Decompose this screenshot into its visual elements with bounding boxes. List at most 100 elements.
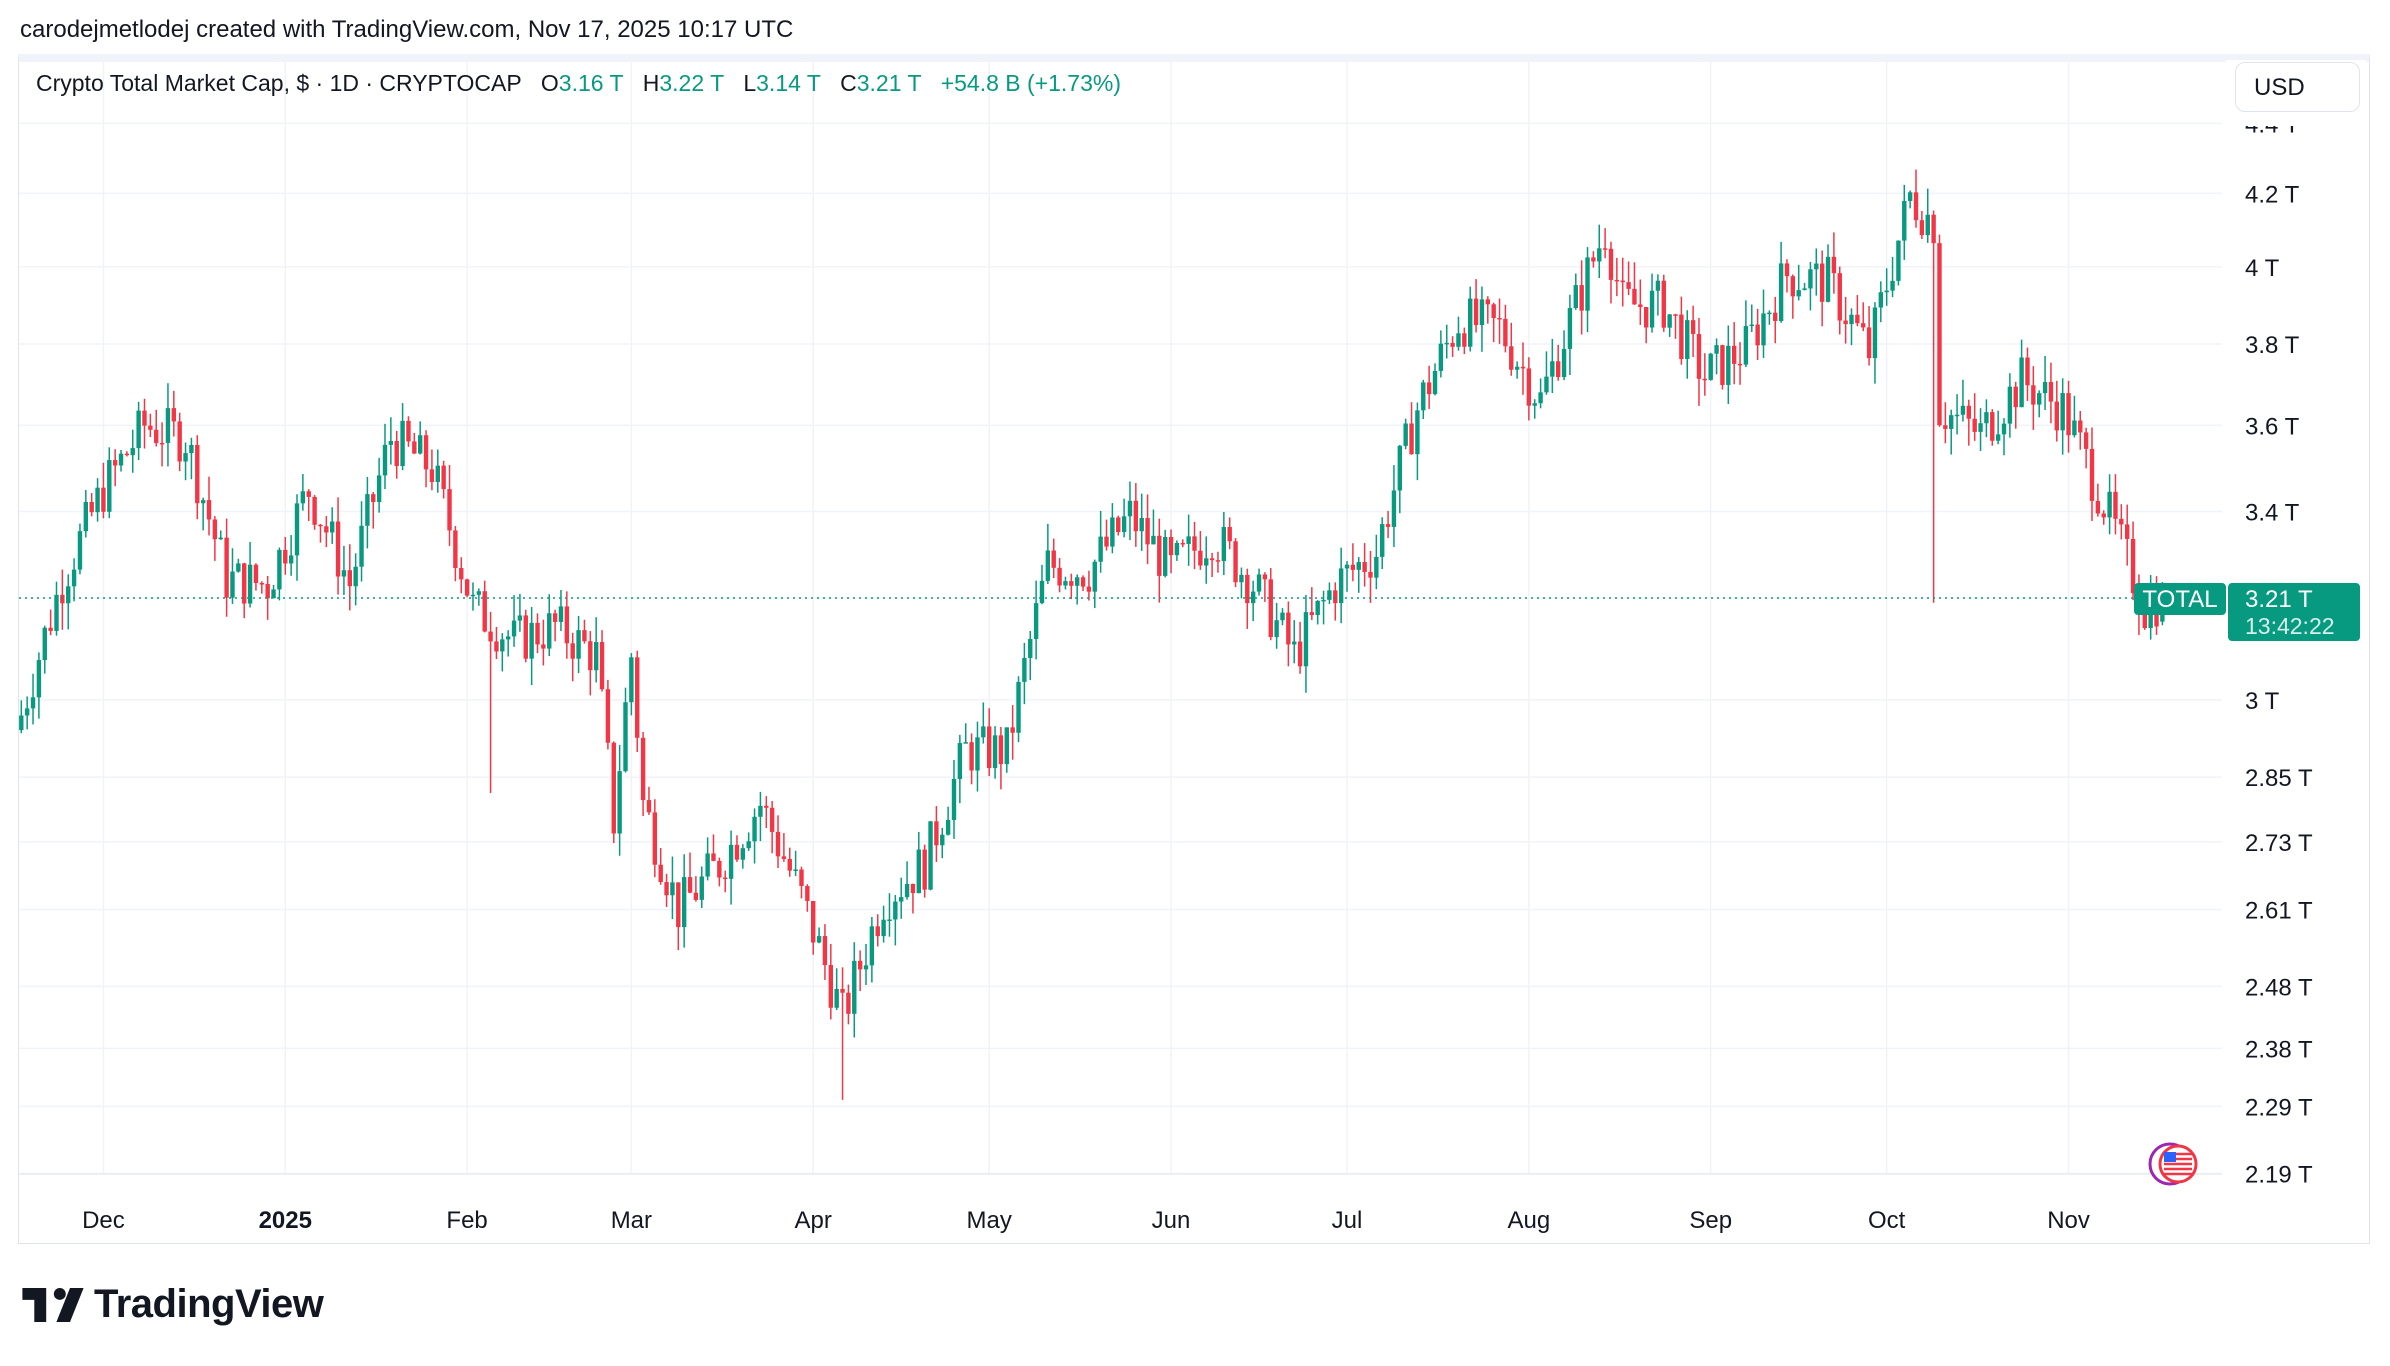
candle-up [183,453,188,462]
candle-up [1374,556,1379,578]
candle-up [1127,500,1133,517]
candle-up [130,448,135,456]
candle-down [1526,368,1532,406]
candle-down [910,883,916,894]
candle-down [2083,432,2089,449]
candle-down [1520,366,1526,369]
candle-up [42,627,47,661]
currency-button[interactable]: USD [2235,62,2360,112]
candle-down [1931,214,1936,244]
candle-down [1409,423,1414,455]
candle-up [1884,290,1889,293]
tradingview-logo[interactable]: TradingView [22,1282,324,1327]
candle-up [300,491,306,504]
candle-up [1708,353,1713,380]
candle-down [177,421,182,462]
candle-down [324,526,329,533]
candle-down [1661,280,1666,328]
bar-countdown: 13:42:22 [2245,613,2335,639]
candle-down [1643,307,1649,328]
candle-up [992,735,998,769]
candle-down [101,487,106,512]
low-label: L [743,70,757,96]
candle-down [1426,382,1432,395]
candle-up [36,660,42,698]
candle-down [1268,579,1273,638]
candle-down [1262,574,1268,580]
candle-down [840,988,845,993]
candle-up [981,726,986,738]
candle-up [681,877,687,928]
candle-down [1069,581,1074,586]
candle-down [1462,333,1467,347]
candle-up [71,569,77,587]
symbol-tag-label: TOTAL [2142,586,2217,613]
candle-down [611,742,616,834]
time-axis-label: Feb [446,1207,487,1234]
time-axis-label: Nov [2047,1207,2090,1234]
candle-down [2054,401,2060,431]
candle-up [593,642,599,671]
price-axis-label: 3.8 T [2245,332,2300,359]
candle-up [1978,423,1983,432]
candle-down [335,521,341,577]
candle-up [1984,412,1989,424]
candle-down [1350,564,1356,570]
candle-up [1098,536,1103,562]
candle-up [617,771,622,834]
candle-up [54,594,59,631]
candle-up [1250,591,1256,604]
candle-up [1162,537,1168,576]
close-value: 3.21 T [856,70,922,96]
candle-down [1503,318,1508,347]
time-axis-label: May [967,1207,1012,1234]
candle-up [1033,603,1039,639]
change-value: +54.8 B (+1.73%) [940,70,1121,96]
candle-down [1157,535,1162,576]
candle-up [1743,326,1749,365]
candle-up [1890,280,1895,291]
candle-down [1919,220,1925,236]
candle-down [652,812,658,865]
candle-down [1579,285,1584,311]
candle-up [1532,403,1537,406]
candle-down [1057,567,1062,586]
candle-up [2042,382,2048,394]
candle-up [118,453,124,466]
candle-down [1555,361,1561,378]
candle-up [1016,681,1021,733]
candle-up [1121,516,1127,533]
candle-up [1468,298,1473,347]
candle-up [1039,580,1045,604]
tradingview-logo-icon [22,1287,84,1322]
close-label: C [840,70,857,96]
candle-up [899,897,904,902]
candle-up [277,549,282,590]
candle-down [1784,263,1790,277]
time-axis-label: Oct [1868,1207,1906,1234]
candle-down [1309,612,1315,616]
candle-up [2037,393,2042,405]
candle-up [558,606,564,622]
candle-up [1391,490,1397,527]
candle-down [1485,299,1490,305]
candle-down [2031,385,2036,405]
last-price-label: 3.21 T [2245,586,2313,613]
candle-down [48,627,53,631]
candle-down [787,858,792,871]
candle-up [1139,517,1144,532]
candle-down [2078,420,2083,433]
candle-down [1972,418,1977,432]
candle-down [1333,590,1338,604]
candle-down [769,807,775,832]
candle-up [1432,370,1438,395]
candle-up [2060,393,2065,431]
candle-up [1004,727,1009,765]
candle-up [511,620,517,637]
candle-up [329,521,335,533]
high-value: 3.22 T [659,70,725,96]
candle-down [1819,263,1825,302]
candle-up [1597,248,1602,262]
candle-down [1837,273,1842,321]
